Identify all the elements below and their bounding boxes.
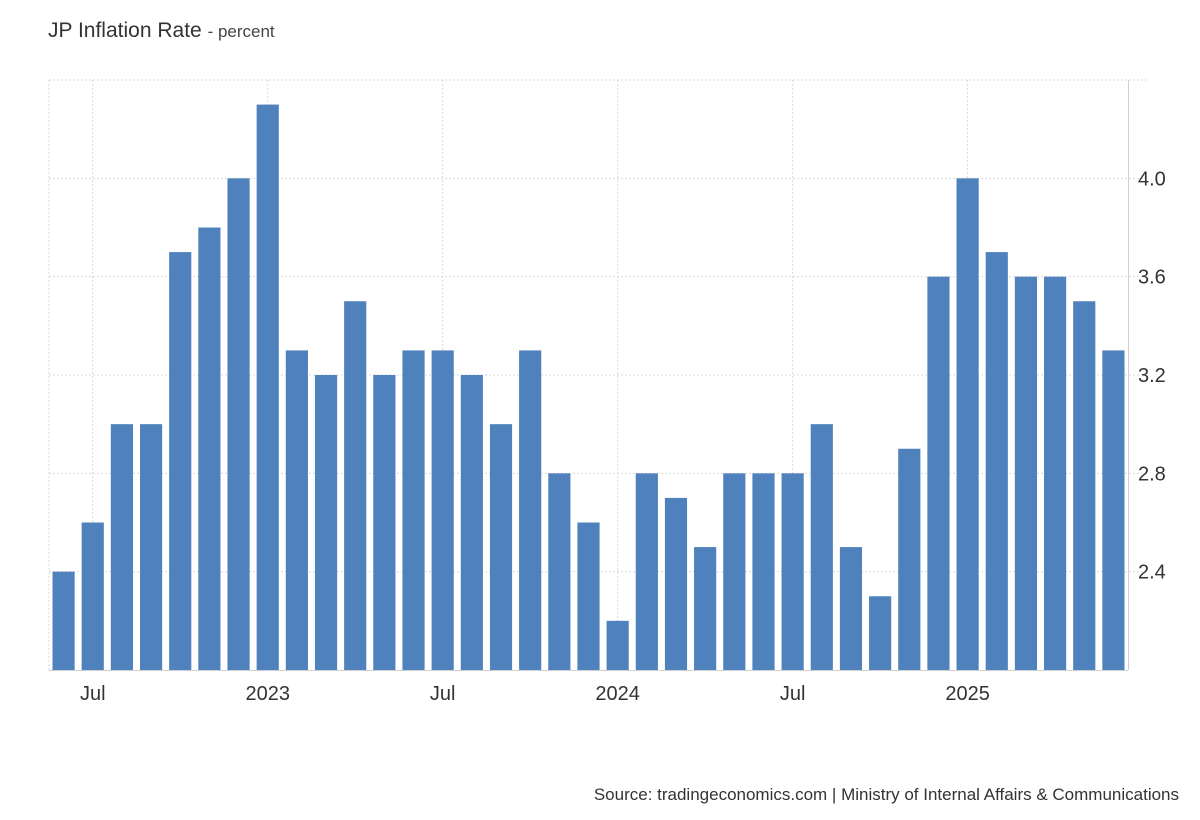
bar-2023-09 — [489, 424, 513, 670]
bar-2022-07 — [81, 522, 104, 670]
bar-2024-10 — [869, 596, 892, 670]
y-tick-label: 3.6 — [1138, 267, 1166, 289]
y-tick-label: 2.4 — [1138, 562, 1166, 584]
bar-2023-04 — [344, 301, 367, 670]
bar-2024-02 — [635, 473, 658, 670]
bar-2025-02 — [985, 252, 1008, 671]
x-tick-label: Jul — [780, 683, 806, 705]
axes — [49, 80, 1129, 671]
bar-2024-09 — [839, 547, 863, 670]
bar-2022-06 — [52, 571, 75, 670]
bar-2022-08 — [110, 424, 133, 670]
y-tick-label: 3.2 — [1138, 365, 1166, 387]
bar-2022-10 — [169, 252, 192, 671]
bar-2023-05 — [373, 375, 396, 670]
bar-2024-11 — [898, 448, 921, 670]
y-tick-label: 2.8 — [1138, 463, 1166, 485]
bar-2024-01 — [606, 620, 629, 670]
y-tick-label: 4.0 — [1138, 168, 1166, 190]
bar-2024-08 — [810, 424, 833, 670]
inflation-bar-chart: 2.4 2.8 3.2 3.6 4.0 Jul 2023 Jul 2024 Jul 2025 — [48, 79, 1166, 705]
bar-2024-06 — [752, 473, 775, 670]
title-unit: - percent — [207, 22, 275, 41]
bar-2025-06 — [1102, 350, 1125, 670]
bar-2022-11 — [198, 227, 221, 670]
bar-2025-01 — [956, 178, 979, 671]
bar-2023-06 — [402, 350, 425, 670]
x-tick-label: 2025 — [945, 683, 990, 705]
bars — [52, 104, 1125, 671]
bar-2023-01 — [256, 104, 279, 671]
bar-2023-11 — [548, 473, 571, 670]
bar-2024-12 — [927, 276, 950, 670]
bar-2024-04 — [694, 547, 717, 670]
title-text: JP Inflation Rate — [48, 19, 202, 42]
bar-2023-08 — [460, 375, 483, 670]
bar-2025-03 — [1014, 276, 1038, 670]
tick-labels: 2.4 2.8 3.2 3.6 4.0 Jul 2023 Jul 2024 Jul 2025 — [80, 168, 1166, 705]
bar-2022-12 — [227, 178, 250, 671]
bar-2023-03 — [314, 375, 338, 670]
bar-2024-07 — [781, 473, 804, 670]
bar-2023-07 — [431, 350, 454, 670]
bar-2024-03 — [664, 497, 688, 670]
bar-2025-04 — [1044, 276, 1067, 670]
bar-2023-12 — [577, 522, 600, 670]
x-tick-label: 2024 — [595, 683, 640, 705]
x-tick-label: Jul — [80, 683, 106, 705]
chart-title: JP Inflation Rate - percent — [48, 19, 275, 43]
source-attribution: Source: tradingeconomics.com | Ministry … — [593, 785, 1179, 804]
bar-2023-10 — [519, 350, 542, 670]
bar-2024-05 — [723, 473, 746, 670]
bar-2023-02 — [285, 350, 308, 670]
bar-2025-05 — [1073, 301, 1096, 670]
x-tick-label: 2023 — [245, 683, 290, 705]
bar-2022-09 — [139, 424, 163, 670]
x-tick-label: Jul — [430, 683, 456, 705]
